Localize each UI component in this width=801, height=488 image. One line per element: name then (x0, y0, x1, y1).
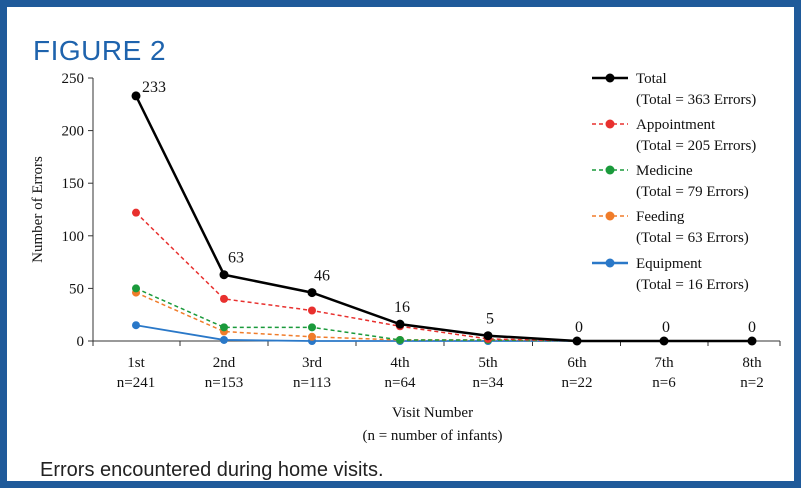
data-point (308, 306, 316, 315)
chart-legend: Total (Total = 363 Errors) Appointment (Tot… (592, 71, 756, 293)
legend-label: Appointment (636, 117, 716, 133)
data-point (219, 270, 229, 280)
legend-entry-feeding: Feeding (Total = 63 Errors) (592, 209, 749, 246)
x-tick-label: 1st (127, 355, 145, 371)
y-tick-label: 200 (62, 124, 85, 140)
data-point (132, 321, 140, 330)
data-point (308, 332, 316, 341)
legend-marker (605, 119, 615, 129)
legend-total-label: (Total = 16 Errors) (636, 277, 749, 293)
data-point (396, 335, 404, 344)
x-axis-subtitle: (n = number of infants) (362, 428, 502, 444)
series-total (131, 91, 757, 346)
legend-total-label: (Total = 363 Errors) (636, 92, 756, 108)
y-tick-label: 100 (62, 229, 85, 245)
legend-total-label: (Total = 63 Errors) (636, 230, 749, 246)
x-tick-label: 8th (742, 355, 762, 371)
y-tick-label: 0 (77, 334, 85, 350)
x-tick-label: 4th (390, 355, 410, 371)
data-point (659, 336, 669, 346)
data-point (572, 336, 582, 346)
x-tick-sublabel: n=153 (205, 375, 243, 391)
legend-label: Total (636, 71, 667, 87)
data-point (220, 323, 228, 332)
figure-label: FIGURE 2 (33, 35, 167, 66)
legend-entry-equipment: Equipment (Total = 16 Errors) (592, 256, 749, 293)
data-label: 16 (394, 299, 410, 316)
data-label: 63 (228, 250, 244, 267)
x-tick-label: 6th (567, 355, 587, 371)
x-tick-label: 5th (478, 355, 498, 371)
x-tick-sublabel: n=64 (385, 375, 416, 391)
x-axis-title: Visit Number (392, 405, 473, 421)
legend-entry-total: Total (Total = 363 Errors) (592, 71, 756, 108)
series-line (135, 287, 752, 342)
line-chart: 0501001502002501stn=2412ndn=1533rdn=1134… (30, 71, 781, 444)
legend-entry-medicine: Medicine (Total = 79 Errors) (592, 163, 749, 200)
data-label: 0 (575, 319, 583, 336)
data-point (132, 284, 140, 293)
legend-label: Feeding (636, 209, 685, 225)
data-point (395, 319, 405, 329)
x-tick-sublabel: n=241 (117, 375, 155, 391)
x-tick-sublabel: n=22 (562, 375, 593, 391)
data-point (307, 288, 317, 298)
y-tick-label: 150 (62, 176, 85, 192)
x-tick-sublabel: n=34 (473, 375, 504, 391)
y-axis-title: Number of Errors (30, 156, 46, 263)
data-point (747, 336, 757, 346)
data-label: 0 (748, 319, 756, 336)
data-point (131, 91, 141, 101)
legend-marker (605, 73, 615, 83)
data-point (220, 335, 228, 344)
data-point (308, 323, 316, 332)
data-label: 0 (662, 319, 670, 336)
data-point (132, 208, 140, 217)
figure-caption: Errors encountered during home visits. (40, 459, 384, 481)
x-tick-sublabel: n=113 (293, 375, 331, 391)
y-tick-label: 250 (62, 71, 85, 87)
chart-axes: 0501001502002501stn=2412ndn=1533rdn=1134… (30, 71, 781, 444)
series-line (134, 95, 752, 343)
legend-marker (605, 165, 615, 175)
x-tick-label: 3rd (302, 355, 322, 371)
legend-label: Equipment (636, 256, 703, 272)
x-tick-label: 7th (654, 355, 674, 371)
x-tick-sublabel: n=6 (652, 375, 676, 391)
x-tick-sublabel: n=2 (740, 375, 763, 391)
legend-entry-appointment: Appointment (Total = 205 Errors) (592, 117, 756, 154)
chart-data-labels: 233 63 46 16 5 0 0 0 (142, 79, 756, 336)
legend-total-label: (Total = 79 Errors) (636, 184, 749, 200)
data-label: 46 (314, 268, 330, 285)
legend-marker (605, 211, 615, 221)
chart-series (131, 91, 757, 346)
series-line (135, 212, 752, 342)
data-point (483, 331, 493, 341)
y-tick-label: 50 (69, 281, 84, 297)
data-label: 233 (142, 79, 166, 96)
data-point (220, 294, 228, 303)
data-label: 5 (486, 311, 494, 328)
legend-total-label: (Total = 205 Errors) (636, 138, 756, 154)
legend-marker (605, 258, 615, 268)
legend-label: Medicine (636, 163, 693, 179)
x-tick-label: 2nd (213, 355, 236, 371)
